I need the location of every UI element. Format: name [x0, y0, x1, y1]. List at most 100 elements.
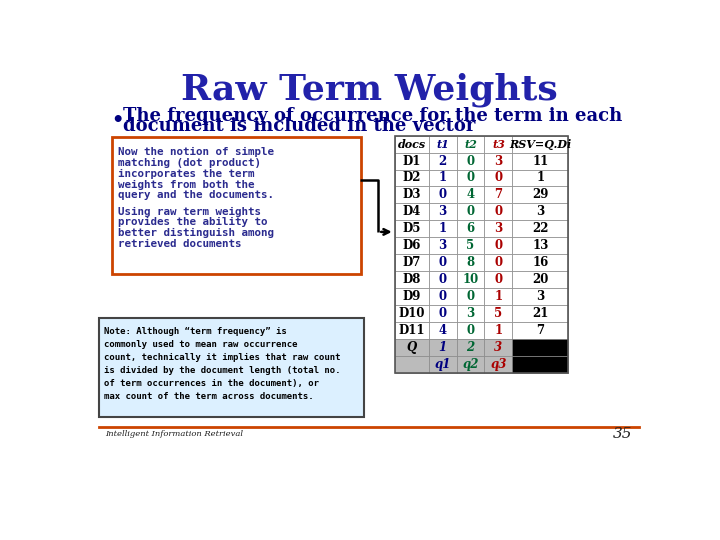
- Bar: [428, 288, 456, 305]
- Bar: [456, 322, 485, 339]
- Text: 0: 0: [467, 172, 474, 185]
- Text: t1: t1: [436, 139, 449, 150]
- Text: D5: D5: [402, 222, 420, 235]
- Text: 1: 1: [438, 341, 446, 354]
- Bar: [395, 153, 428, 170]
- Bar: [485, 186, 513, 204]
- Bar: [513, 136, 568, 153]
- Text: 10: 10: [462, 273, 479, 286]
- Bar: [456, 271, 485, 288]
- Text: D9: D9: [402, 290, 420, 303]
- Text: 0: 0: [495, 172, 503, 185]
- Text: 0: 0: [467, 205, 474, 218]
- Bar: [485, 153, 513, 170]
- Bar: [485, 136, 513, 153]
- Text: 3: 3: [467, 307, 474, 320]
- Bar: [456, 136, 485, 153]
- Text: 3: 3: [536, 290, 544, 303]
- Bar: [395, 288, 428, 305]
- Text: q1: q1: [434, 358, 451, 371]
- Text: count, technically it implies that raw count: count, technically it implies that raw c…: [104, 353, 341, 362]
- Text: weights from both the: weights from both the: [118, 179, 254, 190]
- Text: docs: docs: [397, 139, 426, 150]
- Bar: [395, 254, 428, 271]
- FancyBboxPatch shape: [99, 318, 364, 417]
- Text: 35: 35: [613, 427, 632, 441]
- Bar: [456, 237, 485, 254]
- Text: 0: 0: [495, 205, 503, 218]
- Bar: [456, 170, 485, 186]
- Text: D3: D3: [402, 188, 421, 201]
- Bar: [485, 288, 513, 305]
- Bar: [456, 204, 485, 220]
- Bar: [513, 170, 568, 186]
- Text: better distinguish among: better distinguish among: [118, 228, 274, 238]
- Text: 0: 0: [467, 154, 474, 167]
- Bar: [428, 271, 456, 288]
- Text: t2: t2: [464, 139, 477, 150]
- Bar: [513, 271, 568, 288]
- Bar: [428, 220, 456, 237]
- Bar: [395, 237, 428, 254]
- Text: 1: 1: [536, 172, 544, 185]
- Bar: [513, 339, 568, 356]
- Text: 0: 0: [495, 239, 503, 252]
- Bar: [456, 356, 485, 373]
- Bar: [395, 356, 428, 373]
- Text: 16: 16: [532, 256, 549, 269]
- Text: D4: D4: [402, 205, 420, 218]
- Bar: [513, 288, 568, 305]
- Text: retrieved documents: retrieved documents: [118, 239, 241, 249]
- Bar: [395, 204, 428, 220]
- Bar: [428, 170, 456, 186]
- Text: of term occurrences in the document), or: of term occurrences in the document), or: [104, 379, 319, 388]
- Bar: [513, 305, 568, 322]
- Bar: [513, 153, 568, 170]
- Text: Using raw term weights: Using raw term weights: [118, 206, 261, 217]
- Bar: [513, 322, 568, 339]
- Bar: [485, 305, 513, 322]
- Text: 0: 0: [467, 324, 474, 337]
- Text: 3: 3: [495, 154, 503, 167]
- Text: RSV=Q.Di: RSV=Q.Di: [509, 139, 572, 150]
- Text: 8: 8: [467, 256, 474, 269]
- Text: 0: 0: [438, 307, 446, 320]
- Text: 1: 1: [438, 172, 446, 185]
- Text: Q: Q: [407, 341, 417, 354]
- Text: 21: 21: [532, 307, 549, 320]
- Text: 3: 3: [438, 239, 446, 252]
- Bar: [428, 153, 456, 170]
- Bar: [485, 271, 513, 288]
- Text: 0: 0: [438, 188, 446, 201]
- Text: D8: D8: [402, 273, 420, 286]
- Bar: [485, 356, 513, 373]
- Text: D10: D10: [398, 307, 425, 320]
- Text: provides the ability to: provides the ability to: [118, 217, 267, 227]
- Text: 13: 13: [532, 239, 549, 252]
- Bar: [428, 322, 456, 339]
- Text: document is included in the vector: document is included in the vector: [122, 117, 475, 136]
- Bar: [395, 271, 428, 288]
- Bar: [395, 305, 428, 322]
- Bar: [485, 220, 513, 237]
- Text: 3: 3: [438, 205, 446, 218]
- Bar: [395, 136, 428, 153]
- Bar: [428, 356, 456, 373]
- Text: t3: t3: [492, 139, 505, 150]
- Text: 20: 20: [532, 273, 549, 286]
- Bar: [485, 254, 513, 271]
- Text: Intelligent Information Retrieval: Intelligent Information Retrieval: [106, 430, 243, 438]
- Bar: [428, 204, 456, 220]
- Text: 0: 0: [438, 256, 446, 269]
- Bar: [456, 254, 485, 271]
- Text: 0: 0: [438, 273, 446, 286]
- Bar: [428, 339, 456, 356]
- Text: 11: 11: [532, 154, 549, 167]
- Text: D6: D6: [402, 239, 420, 252]
- Bar: [428, 237, 456, 254]
- Text: 0: 0: [438, 290, 446, 303]
- Bar: [456, 339, 485, 356]
- Text: D1: D1: [402, 154, 420, 167]
- Text: 6: 6: [467, 222, 474, 235]
- Text: •: •: [112, 111, 124, 130]
